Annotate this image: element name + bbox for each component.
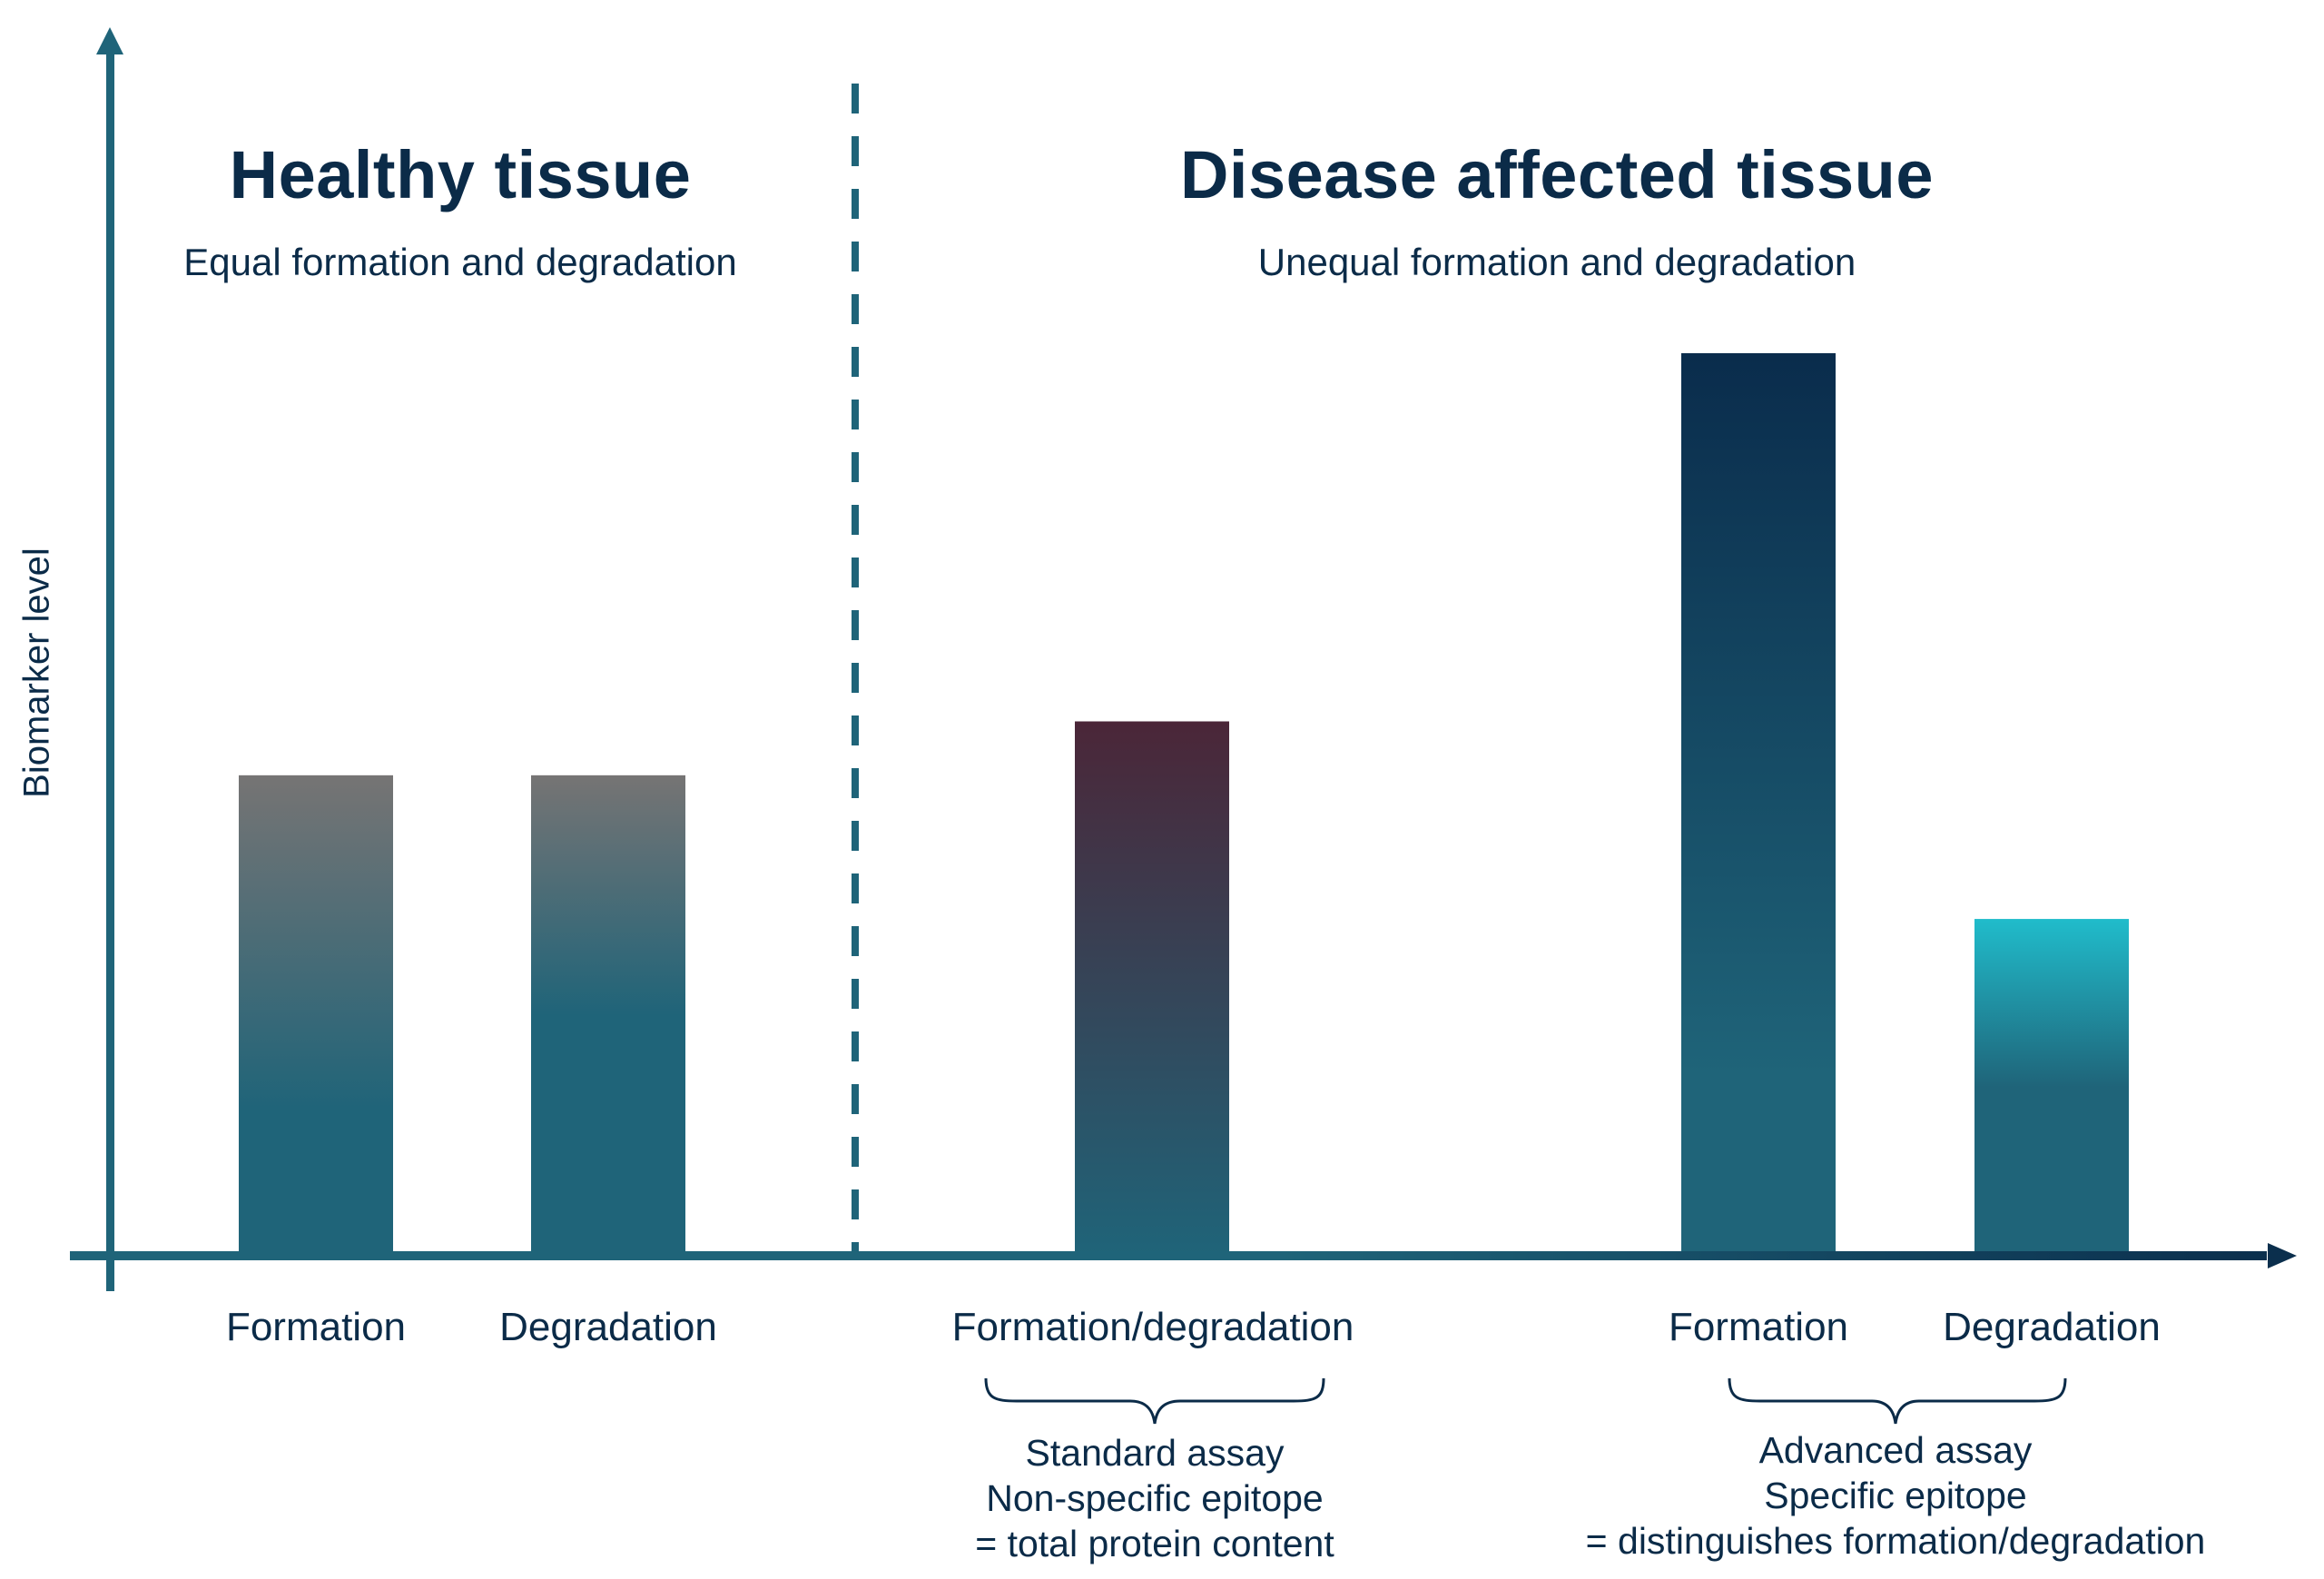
y-axis-arrowhead-icon xyxy=(96,27,123,54)
category-label: Formation xyxy=(1668,1305,1849,1349)
advanced-assay-note: Advanced assay Specific epitope = distin… xyxy=(1586,1427,2206,1564)
brace-standard-assay xyxy=(984,1377,1325,1425)
healthy-section-subtitle: Equal formation and degradation xyxy=(183,241,737,283)
note-line: Non-specific epitope xyxy=(986,1477,1324,1519)
category-label: Degradation xyxy=(499,1305,717,1349)
y-axis-label: Biomarker level xyxy=(16,548,57,798)
note-line: = total protein content xyxy=(975,1523,1334,1564)
note-line: = distinguishes formation/degradation xyxy=(1585,1520,2206,1562)
disease-section-subtitle: Unequal formation and degradation xyxy=(1257,241,1856,283)
y-axis xyxy=(106,53,114,1291)
note-line: Specific epitope xyxy=(1764,1475,2027,1516)
note-line: Standard assay xyxy=(1025,1432,1285,1474)
bar-degradation-4 xyxy=(1974,919,2129,1256)
category-label: Formation/degradation xyxy=(951,1305,1354,1349)
category-label: Degradation xyxy=(1943,1305,2161,1349)
bar-formation-0 xyxy=(239,775,393,1256)
brace-advanced-assay xyxy=(1728,1377,2067,1425)
category-label: Formation xyxy=(225,1305,407,1349)
healthy-section-title: Healthy tissue xyxy=(229,137,692,212)
bars-layer xyxy=(239,353,2129,1256)
bar-formation-degradation-2 xyxy=(1075,721,1229,1256)
bar-formation-3 xyxy=(1681,353,1836,1256)
x-axis-arrowhead-icon xyxy=(2268,1243,2297,1268)
disease-section-title: Disease affected tissue xyxy=(1179,137,1935,212)
x-axis xyxy=(70,1251,2267,1260)
bar-degradation-1 xyxy=(531,775,685,1256)
note-line: Advanced assay xyxy=(1758,1429,2033,1471)
standard-assay-note: Standard assay Non-specific epitope = to… xyxy=(975,1430,1334,1566)
